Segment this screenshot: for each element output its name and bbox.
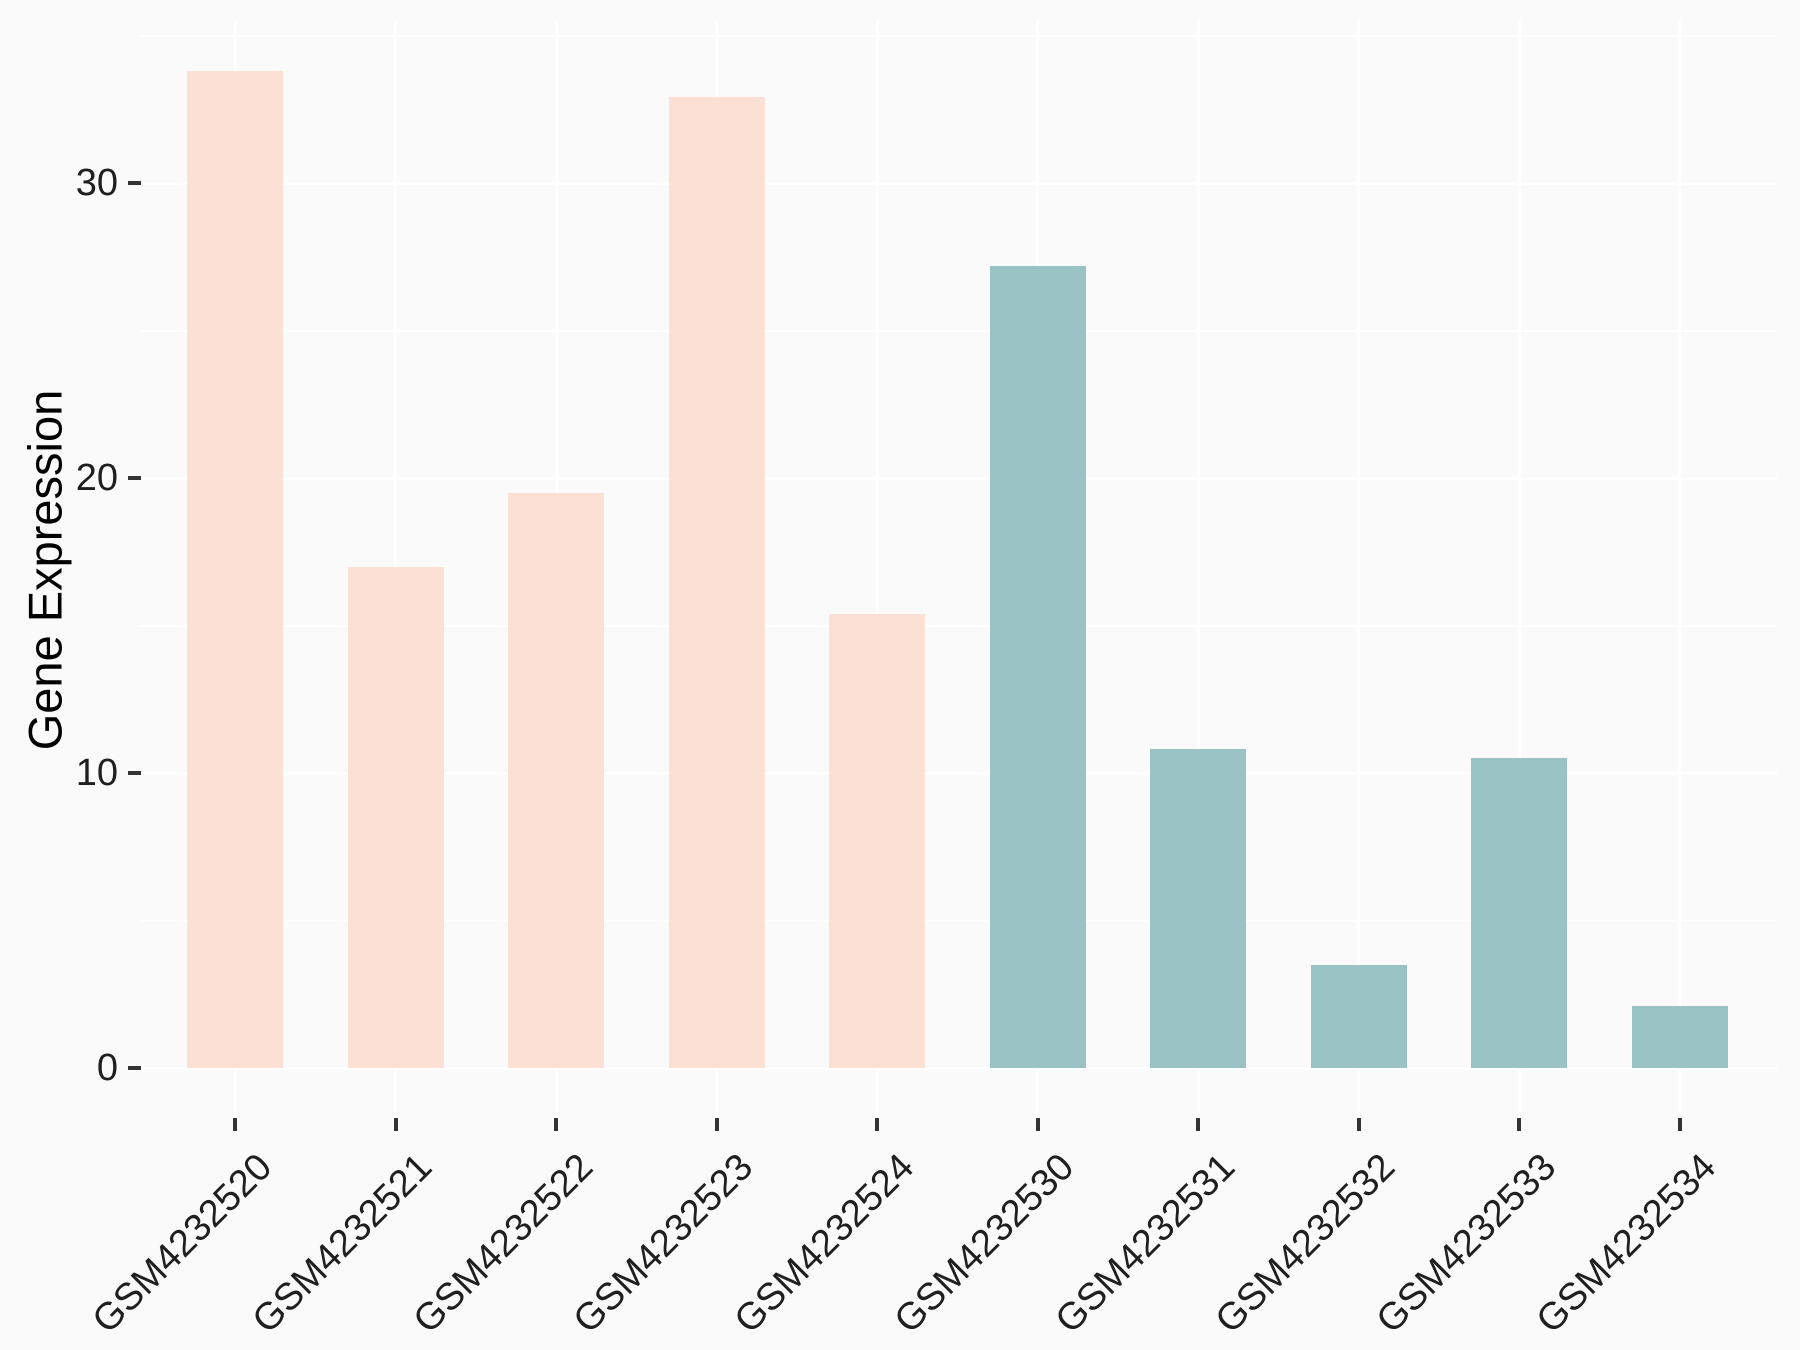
- y-tick-mark: [128, 476, 141, 480]
- y-tick-mark: [128, 181, 141, 185]
- x-tick-mark: [393, 1118, 398, 1131]
- x-tick-mark: [1677, 1118, 1682, 1131]
- gridline-major: [140, 1066, 1777, 1070]
- y-tick-label: 30: [75, 162, 118, 204]
- gridline-vertical: [1517, 21, 1521, 1118]
- gridline-minor: [140, 919, 1777, 922]
- gridline-vertical: [1196, 21, 1200, 1118]
- gridline-minor: [140, 34, 1777, 37]
- x-tick-mark: [554, 1118, 558, 1131]
- y-tick-label: 20: [75, 457, 118, 499]
- y-axis-title: Gene Expression: [18, 389, 72, 751]
- bar-GSM4232534: [1631, 1006, 1728, 1068]
- y-tick-mark: [128, 771, 141, 775]
- bar-GSM4232533: [1471, 758, 1567, 1068]
- bar-GSM4232523: [668, 97, 765, 1068]
- x-tick-mark: [1356, 1118, 1361, 1131]
- gridline-major: [140, 476, 1777, 480]
- gridline-major: [140, 771, 1777, 775]
- gridline-vertical: [875, 21, 879, 1118]
- gridline-minor: [140, 329, 1777, 332]
- y-tick-mark: [128, 1066, 141, 1070]
- bar-GSM4232532: [1310, 964, 1407, 1068]
- x-tick-mark: [1196, 1118, 1200, 1131]
- gridline-major: [140, 181, 1777, 185]
- bar-GSM4232521: [347, 566, 444, 1068]
- bar-GSM4232524: [829, 613, 925, 1068]
- x-tick-mark: [1035, 1118, 1040, 1131]
- bar-GSM4232530: [989, 265, 1086, 1068]
- gridline-vertical: [1678, 21, 1681, 1118]
- bar-GSM4232520: [187, 70, 283, 1068]
- x-tick-mark: [714, 1118, 719, 1131]
- y-tick-label: 10: [75, 752, 118, 794]
- gridline-vertical: [1357, 21, 1360, 1118]
- plot-panel: [140, 21, 1777, 1118]
- gridline-minor: [140, 624, 1777, 627]
- x-tick-mark: [233, 1118, 237, 1131]
- bar-GSM4232531: [1150, 749, 1246, 1068]
- bar-GSM4232522: [508, 492, 604, 1068]
- x-tick-mark: [875, 1118, 879, 1131]
- y-tick-label: 0: [96, 1047, 118, 1089]
- x-tick-mark: [1517, 1118, 1521, 1131]
